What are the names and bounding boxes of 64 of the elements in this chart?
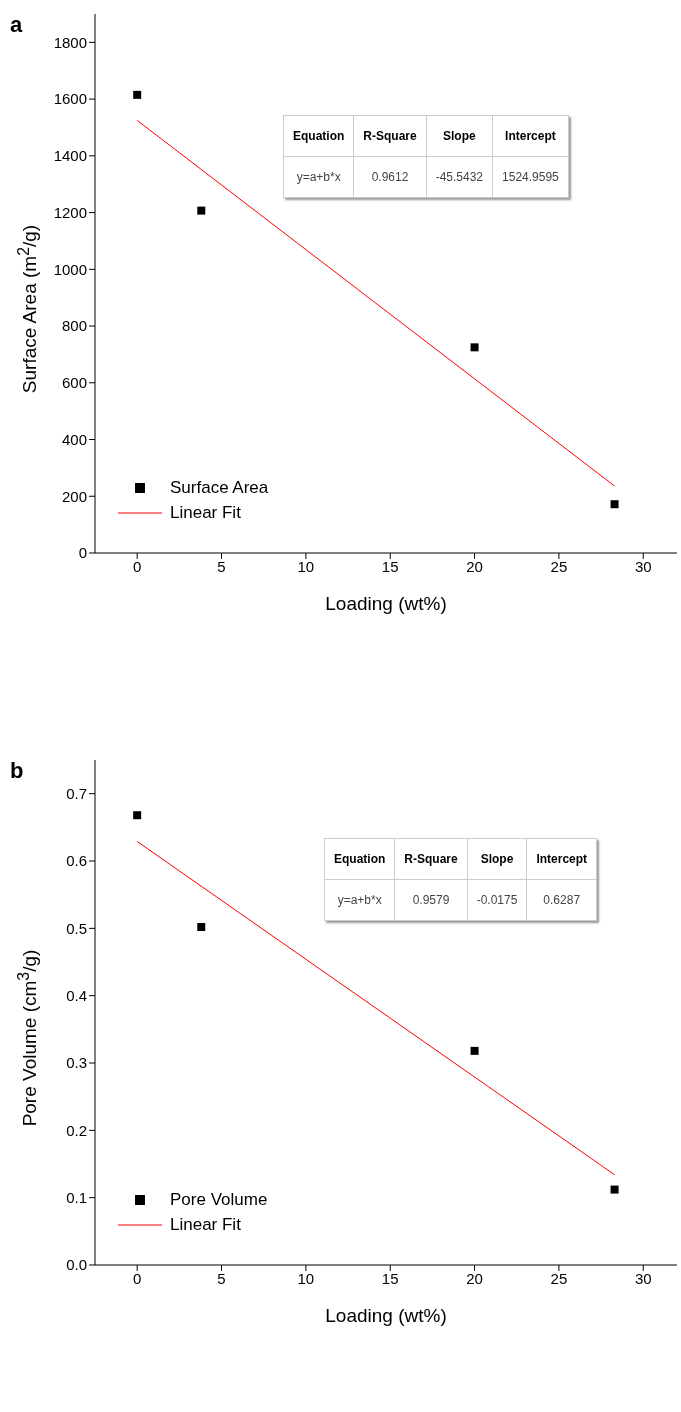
annotation: R-Square <box>394 838 468 880</box>
legend-label: Surface Area <box>170 477 269 498</box>
chart-title: a <box>10 12 23 38</box>
x-axis-title: Loading (wt%) <box>325 1305 447 1326</box>
annotation: y=a+b*x <box>283 156 354 198</box>
y-tick-label: 0.1 <box>66 1188 87 1206</box>
point <box>610 500 619 509</box>
annotation: -45.5432 <box>426 156 493 198</box>
x-tick-label: 15 <box>381 1269 399 1287</box>
x-tick-label: 10 <box>297 1269 315 1287</box>
x-tick-label: 15 <box>381 557 399 575</box>
annotation: -0.0175 <box>467 879 527 921</box>
x-tick-label: 25 <box>550 1269 568 1287</box>
x-tick-label: 25 <box>550 557 568 575</box>
y-tick-label: 0.7 <box>66 784 87 802</box>
x-tick-label: 0 <box>133 1269 142 1287</box>
annotation: Equation <box>283 115 354 157</box>
y-tick-label: 200 <box>61 487 87 505</box>
legend-label: Linear Fit <box>170 502 241 523</box>
point <box>133 90 142 99</box>
x-tick-label: 0 <box>133 557 142 575</box>
y-tick-label: 0 <box>78 544 87 562</box>
annotation: Slope <box>467 838 527 880</box>
x-tick-label: 5 <box>217 1269 226 1287</box>
annotation: 0.9612 <box>353 156 427 198</box>
y-tick-label: 0.4 <box>66 986 87 1004</box>
point <box>610 1185 619 1194</box>
y-tick-label: 0.3 <box>66 1054 87 1072</box>
y-tick-label: 0.6 <box>66 852 87 870</box>
x-tick-label: 30 <box>634 557 652 575</box>
point <box>470 1046 479 1055</box>
annotation: Slope <box>426 115 493 157</box>
annotation: 1524.9595 <box>492 156 569 198</box>
annotation: 0.6287 <box>526 879 597 921</box>
legend-label: Linear Fit <box>170 1214 241 1235</box>
chart-title: b <box>10 758 24 784</box>
y-tick-label: 0.2 <box>66 1121 87 1139</box>
y-tick-label: 1600 <box>53 90 87 108</box>
annotation: 0.9579 <box>394 879 468 921</box>
legend-label: Pore Volume <box>170 1189 268 1210</box>
x-tick-label: 20 <box>466 1269 483 1287</box>
y-tick-label: 1800 <box>53 33 87 51</box>
point <box>197 206 206 215</box>
x-tick-label: 30 <box>634 1269 652 1287</box>
y-tick-label: 600 <box>61 374 87 392</box>
point <box>197 922 206 931</box>
x-tick-label: 20 <box>466 557 483 575</box>
annotation: Intercept <box>492 115 569 157</box>
point <box>133 811 142 820</box>
y-tick-label: 400 <box>61 430 87 448</box>
x-axis-title: Loading (wt%) <box>325 593 447 614</box>
y-tick-label: 1200 <box>53 203 87 221</box>
x-tick-label: 5 <box>217 557 226 575</box>
annotation: y=a+b*x <box>324 879 395 921</box>
annotation: Intercept <box>526 838 597 880</box>
x-tick-label: 10 <box>297 557 315 575</box>
y-tick-label: 0.0 <box>66 1256 87 1274</box>
annotation: Equation <box>324 838 395 880</box>
y-tick-label: 800 <box>61 317 87 335</box>
y-tick-label: 1400 <box>53 147 87 165</box>
y-tick-label: 1000 <box>53 260 87 278</box>
annotation: R-Square <box>353 115 427 157</box>
point <box>470 343 479 352</box>
y-tick-label: 0.5 <box>66 919 87 937</box>
